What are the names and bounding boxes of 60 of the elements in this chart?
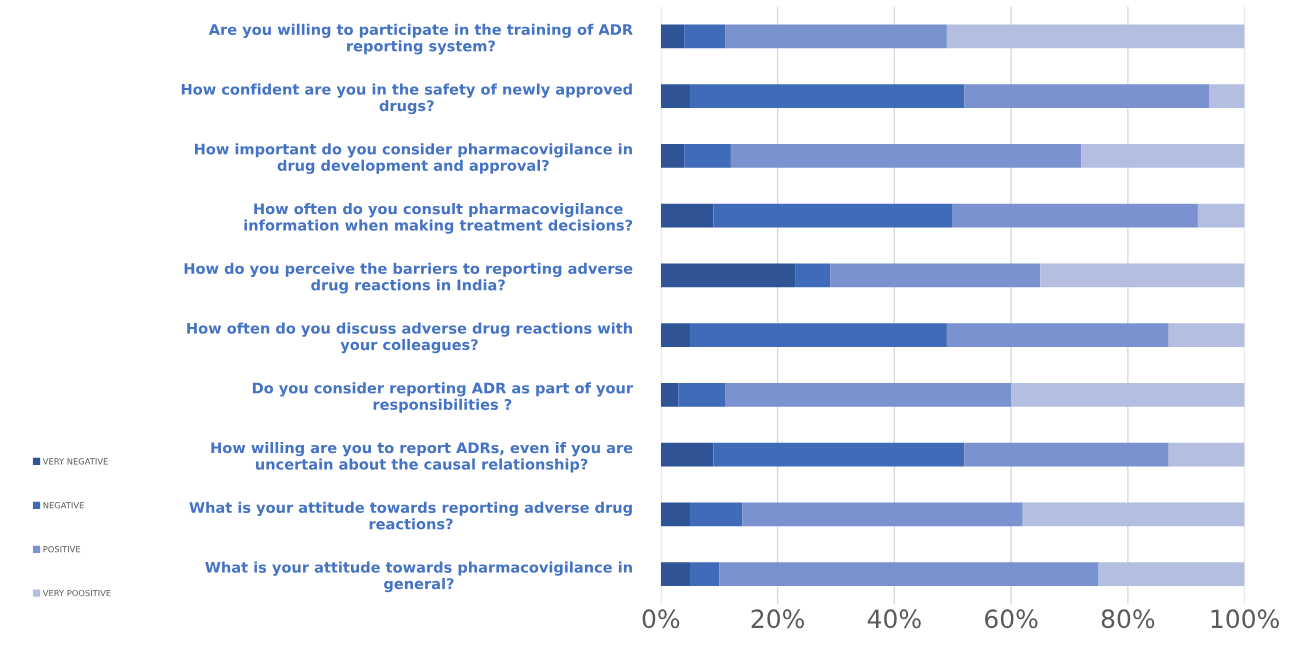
bar bbox=[660, 84, 691, 109]
legend-label: VERY POOSITIVE bbox=[42, 589, 111, 597]
legend-label: NEGATIVE bbox=[43, 502, 84, 509]
bar bbox=[964, 442, 1169, 467]
bar bbox=[1197, 203, 1245, 228]
bar bbox=[660, 562, 691, 587]
y-tick-label: How important do you consider pharmacovigilance in drug development and approval? bbox=[194, 143, 632, 174]
bar bbox=[690, 84, 965, 109]
bar bbox=[690, 502, 743, 527]
bar bbox=[713, 203, 953, 228]
y-tick-label: How confident are you in the safety of newly approved drugs? bbox=[181, 83, 632, 115]
bar bbox=[964, 84, 1210, 109]
y-tick-label: How do you perceive the barriers to reporting adverse drug reactions in India? bbox=[184, 262, 633, 294]
bar bbox=[678, 382, 726, 407]
x-tick-label: 60% bbox=[985, 609, 1038, 629]
x-tick-label: 80% bbox=[1101, 609, 1155, 629]
y-tick-label: How willing are you to report ADRs, even if you are uncertain about the causal relationship? bbox=[211, 442, 633, 473]
x-tick-label: 0% bbox=[642, 609, 680, 629]
x-tick-label: 20% bbox=[751, 609, 804, 629]
bar bbox=[660, 203, 714, 228]
y-tick-label: What is your attitude towards reporting adverse drug reactions? bbox=[189, 501, 632, 530]
y-tick-label: How often do you discuss adverse drug reactions with your colleagues? bbox=[187, 322, 632, 354]
bar bbox=[946, 24, 1245, 49]
bar bbox=[1168, 442, 1245, 467]
bar bbox=[660, 502, 691, 527]
bar bbox=[684, 24, 726, 49]
bar bbox=[660, 24, 685, 49]
y-tick-label: Are you willing to participate in the training of ADR reporting system? bbox=[208, 23, 633, 55]
x-tick-label: 40% bbox=[867, 609, 921, 629]
bar bbox=[795, 263, 831, 288]
bar bbox=[660, 442, 714, 467]
y-tick-label: What is your attitude towards pharmacovigilance in general? bbox=[205, 561, 632, 593]
bar bbox=[952, 203, 1198, 228]
bar bbox=[830, 263, 1041, 288]
bar bbox=[725, 382, 1012, 407]
bar bbox=[660, 143, 685, 168]
bar bbox=[1081, 143, 1245, 168]
legend-label: VERY NEGATIVE bbox=[42, 458, 108, 465]
x-tick-label: 100% bbox=[1211, 609, 1279, 629]
bar bbox=[684, 143, 731, 168]
bar bbox=[1098, 562, 1245, 587]
bar bbox=[660, 263, 796, 288]
bar bbox=[1011, 382, 1245, 407]
bar bbox=[946, 323, 1169, 348]
bar bbox=[742, 502, 1023, 527]
bar bbox=[725, 24, 947, 49]
bar bbox=[660, 323, 691, 348]
bar bbox=[719, 562, 1099, 587]
bar bbox=[690, 323, 947, 348]
bar bbox=[1040, 263, 1245, 288]
bar bbox=[1022, 502, 1245, 527]
bar bbox=[713, 442, 965, 467]
bar bbox=[1168, 323, 1245, 348]
bar bbox=[730, 143, 1082, 168]
y-tick-label: Do you consider reporting ADR as part of your responsibilities ? bbox=[252, 382, 634, 413]
y-tick-label: How often do you consult pharmacovigilance information when making treatment decisions? bbox=[244, 203, 633, 234]
bar bbox=[1209, 84, 1245, 109]
bar bbox=[660, 382, 679, 407]
bar bbox=[690, 562, 720, 587]
legend-label: POSITIVE bbox=[43, 546, 81, 553]
